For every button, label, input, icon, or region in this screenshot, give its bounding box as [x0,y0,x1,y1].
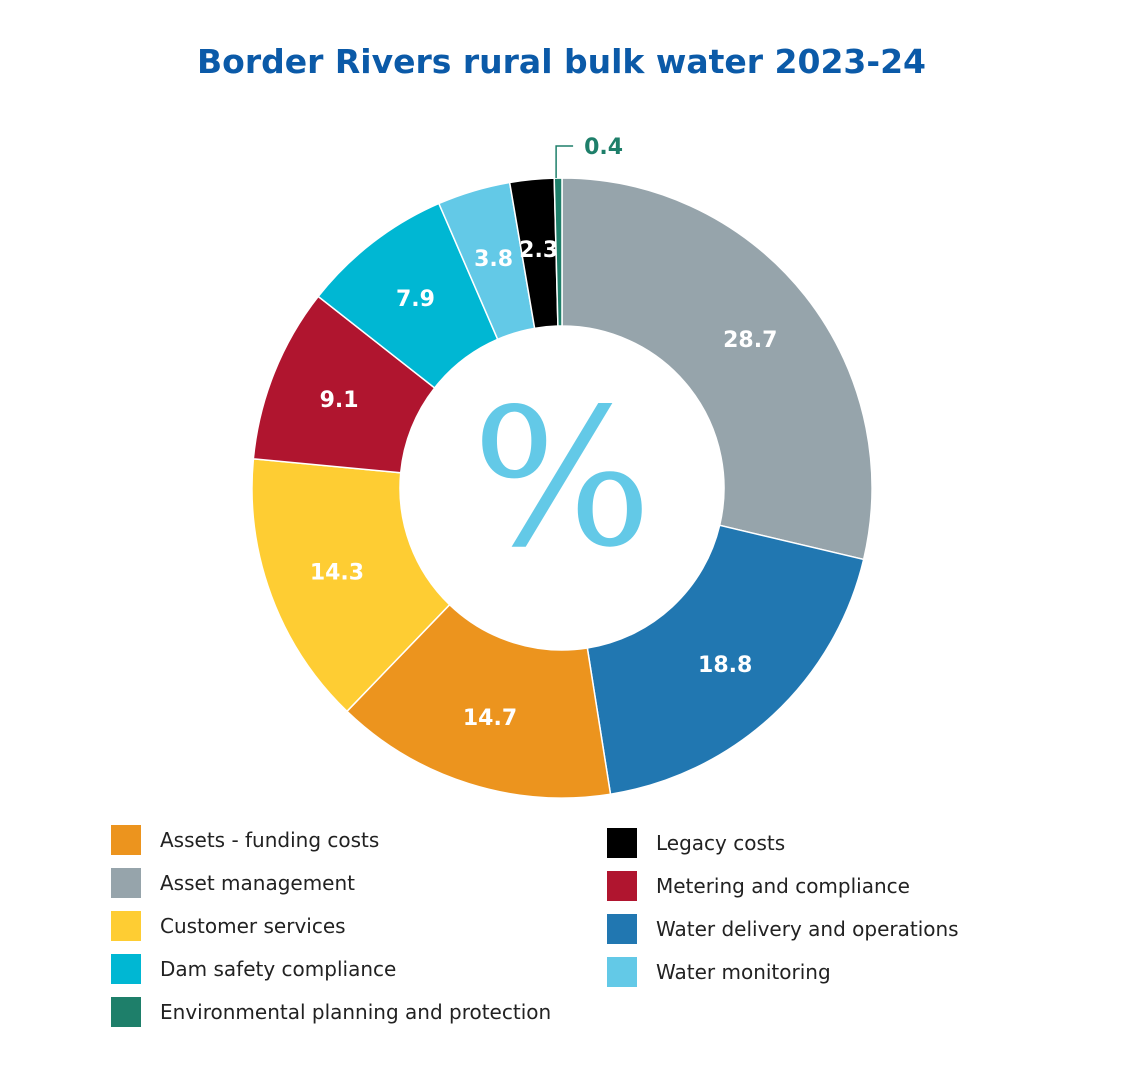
slice-water-delivery-and-operations [586,524,865,796]
slice-label-asset-management: 28.7 [723,328,777,353]
legend-swatch [607,957,637,987]
legend-label: Customer services [160,914,346,938]
legend-label: Water monitoring [656,960,831,984]
chart-title: Border Rivers rural bulk water 2023-24 [197,42,926,81]
slice-assets-funding-costs [345,603,612,799]
legend-label: Legacy costs [656,831,786,855]
legend-item: Dam safety compliance [111,954,396,984]
slice-label-assets-funding-costs: 14.7 [463,706,517,731]
legend-swatch [111,825,141,855]
legend-item: Water delivery and operations [607,914,959,944]
slice-label-customer-services: 14.3 [310,560,364,585]
legend-swatch [111,911,141,941]
legend-label: Assets - funding costs [160,828,380,852]
leader-line-environmental-planning-and-protection [555,145,574,179]
legend-label: Water delivery and operations [656,917,959,941]
legend-swatch [607,828,637,858]
legend-item: Assets - funding costs [111,825,379,855]
slice-customer-services [251,458,451,713]
slice-label-water-delivery-and-operations: 18.8 [698,653,752,678]
legend-label: Asset management [160,871,355,895]
legend-label: Dam safety compliance [160,957,397,981]
slice-asset-management [561,177,873,561]
legend-label: Environmental planning and protection [160,1000,552,1024]
legend-swatch [111,868,141,898]
legend-swatch [607,871,637,901]
legend-item: Legacy costs [607,828,785,858]
slice-label-legacy-costs: 2.3 [519,238,558,263]
legend-item: Asset management [111,868,355,898]
legend-item: Water monitoring [607,957,831,987]
slice-label-metering-and-compliance: 9.1 [320,388,359,413]
legend-swatch [111,954,141,984]
slice-label-dam-safety-compliance: 7.9 [396,287,435,312]
legend-swatch [607,914,637,944]
percent-symbol: % [472,368,653,589]
legend-item: Metering and compliance [607,871,910,901]
legend-label: Metering and compliance [656,874,910,898]
legend-item: Customer services [111,911,346,941]
slice-environmental-planning-and-protection [553,177,563,327]
legend-swatch [111,997,141,1027]
slice-label-water-monitoring: 3.8 [474,247,513,272]
slice-label-environmental-planning-and-protection: 0.4 [584,135,623,160]
legend-item: Environmental planning and protection [111,997,551,1027]
